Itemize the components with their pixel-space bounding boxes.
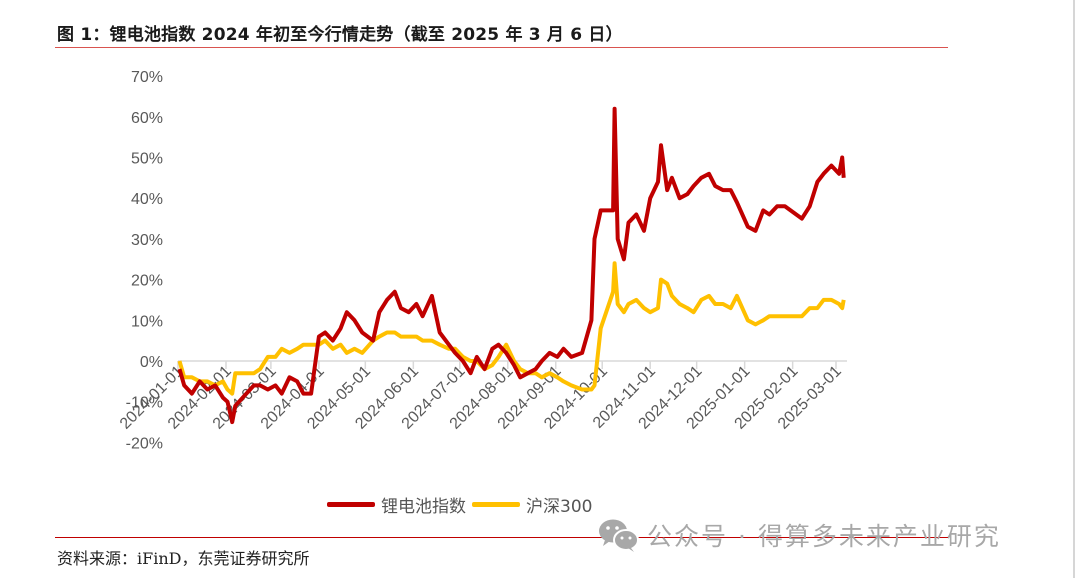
- y-tick-label: 70%: [131, 69, 163, 86]
- y-tick-label: -20%: [126, 435, 163, 452]
- page-edge: [1073, 0, 1075, 578]
- x-axis-ticks: 2024-01-012024-02-012024-03-012024-04-01…: [117, 361, 845, 433]
- footer-divider: [55, 537, 948, 538]
- legend-item-csi300: 沪深300: [472, 492, 592, 517]
- legend-label-csi300: 沪深300: [526, 497, 593, 517]
- series-line-lithium-index: [177, 106, 846, 425]
- y-tick-label: 50%: [131, 151, 163, 168]
- y-tick-label: 60%: [131, 110, 163, 127]
- series-line-csi300: [177, 261, 846, 396]
- y-tick-label: 10%: [131, 313, 163, 330]
- watermark-text: 公众号 · 得算多未来产业研究: [647, 522, 1001, 551]
- legend-swatch-csi300: [472, 502, 520, 507]
- legend: 锂电池指数 沪深300: [327, 492, 598, 517]
- y-axis-labels: 70% 60% 50% 40% 30% 20% 10% 0% -10% -20%: [126, 69, 163, 452]
- source-note: 资料来源：iFinD，东莞证券研究所: [57, 549, 310, 568]
- title-divider: [55, 47, 948, 48]
- figure-title: 图 1：锂电池指数 2024 年初至今行情走势（截至 2025 年 3 月 6 …: [57, 25, 623, 45]
- y-tick-label: 0%: [140, 354, 163, 371]
- legend-item-lithium: 锂电池指数: [327, 492, 466, 517]
- y-tick-label: 20%: [131, 273, 163, 290]
- legend-swatch-lithium: [327, 502, 375, 507]
- y-tick-label: 40%: [131, 191, 163, 208]
- watermark: 公众号 · 得算多未来产业研究: [597, 517, 1001, 553]
- wechat-icon: [599, 519, 639, 552]
- y-tick-label: -10%: [126, 395, 163, 412]
- legend-label-lithium: 锂电池指数: [381, 497, 466, 517]
- series-lines: [177, 106, 846, 425]
- y-tick-label: 30%: [131, 232, 163, 249]
